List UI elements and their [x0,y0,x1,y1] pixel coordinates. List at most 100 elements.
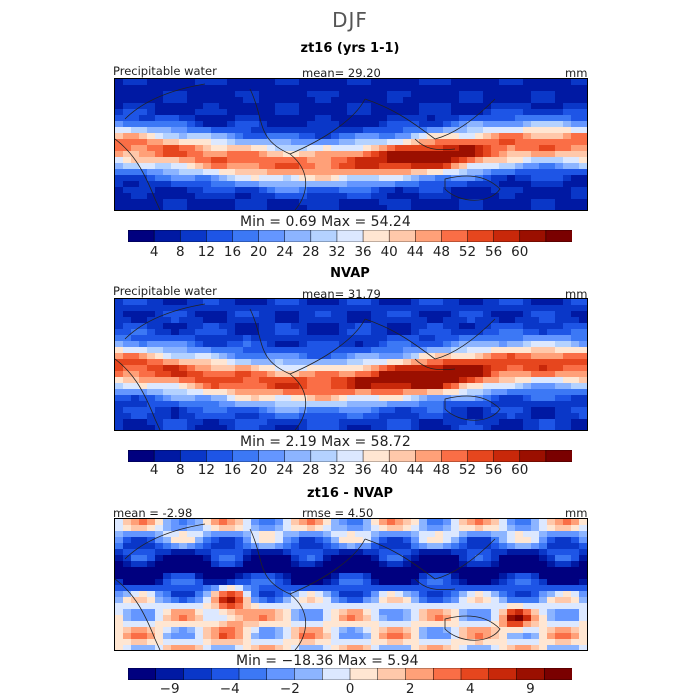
map-cell [427,425,436,430]
map-cell [571,175,580,182]
map-cell [163,543,172,550]
map-cell [163,169,172,176]
map-cell [507,299,516,306]
map-cell [339,311,348,318]
map-cell [363,549,372,556]
map-cell [139,205,148,210]
map-cell [171,79,180,86]
map-cell [579,299,587,306]
map-cell [259,163,268,170]
map-cell [467,633,476,640]
map-cell [355,103,364,110]
map-cell [195,365,204,372]
map-cell [411,115,420,122]
map-cell [579,531,587,538]
map-cell [515,549,524,556]
map-cell [315,633,324,640]
map-cell [195,591,204,598]
map-cell [251,199,260,206]
map-cell [139,163,148,170]
map-cell [395,543,404,550]
map-cell [139,627,148,634]
map-cell [515,79,524,86]
map-cell [435,609,444,616]
map-cell [275,603,284,610]
map-cell [267,555,276,562]
map-cell [219,299,228,306]
colorbar-swatch [405,668,434,680]
map-cell [531,347,540,354]
map-cell [531,531,540,538]
map-cell [227,347,236,354]
colorbar-tick-label: 60 [511,244,529,260]
map-cell [515,561,524,568]
map-cell [259,175,268,182]
map-cell [347,561,356,568]
map-cell [195,519,204,526]
map-cell [275,555,284,562]
map-cell [131,531,140,538]
map-cell [419,157,428,164]
map-cell [459,305,468,312]
map-cell [443,305,452,312]
map-cell [171,299,180,306]
map-cell [323,585,332,592]
map-cell [475,573,484,580]
map-cell [555,567,564,574]
map-cell [331,413,340,420]
map-cell [475,317,484,324]
map-cell [179,531,188,538]
map-cell [355,537,364,544]
map-cell [531,163,540,170]
map-cell [363,371,372,378]
map-cell [235,151,244,158]
map-cell [187,609,196,616]
colorbar-tick-label: 32 [328,462,346,478]
map-cell [139,109,148,116]
map-cell [443,389,452,396]
map-cell [459,341,468,348]
map-cell [299,127,308,134]
map-cell [339,537,348,544]
map-cell [251,377,260,384]
map-cell [243,353,252,360]
map-cell [467,531,476,538]
map-cell [563,573,572,580]
colorbar-swatch [310,230,338,242]
map-cell [131,549,140,556]
map-cell [131,299,140,306]
map-cell [195,199,204,206]
map-cell [267,597,276,604]
map-cell [227,627,236,634]
map-cell [123,335,132,342]
map-cell [195,145,204,152]
map-cell [155,597,164,604]
colorbar-tick-label: 20 [249,244,268,260]
map-cell [283,91,292,98]
map-cell [251,561,260,568]
map-cell [563,621,572,628]
map-cell [355,591,364,598]
map-cell [323,615,332,622]
map-cell [331,633,340,640]
map-cell [475,645,484,650]
map-cell [187,425,196,430]
map-cell [459,567,468,574]
map-cell [123,341,132,348]
colorbar-swatch [128,230,155,242]
map-cell [243,609,252,616]
map-cell [147,579,156,586]
map-cell [171,115,180,122]
map-cell [235,341,244,348]
map-cell [155,519,164,526]
map-cell [299,347,308,354]
map-cell [459,561,468,568]
map-cell [131,573,140,580]
map-cell [203,603,212,610]
map-cell [307,645,316,650]
map-cell [547,205,556,210]
map-cell [355,353,364,360]
map-cell [291,425,300,430]
map-cell [419,91,428,98]
map-cell [251,91,260,98]
